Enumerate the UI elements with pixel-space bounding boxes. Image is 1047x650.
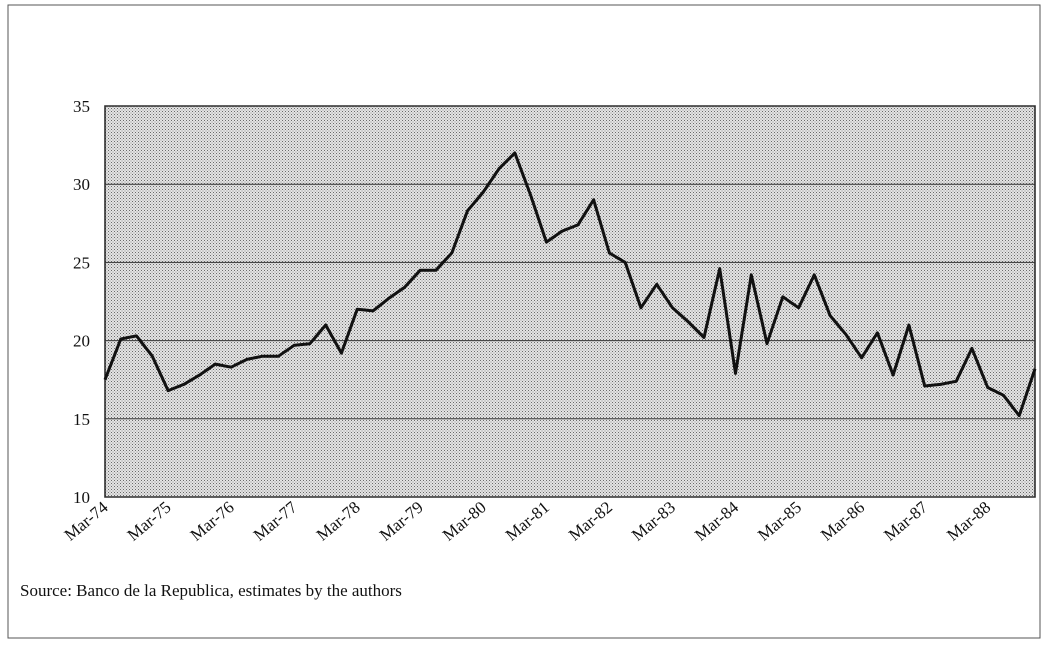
y-tick-label: 20 [73, 332, 90, 351]
x-tick-label: Mar-84 [691, 497, 742, 544]
x-tick-label: Mar-80 [439, 498, 490, 545]
x-tick-label: Mar-81 [502, 498, 553, 545]
y-tick-label: 10 [73, 488, 90, 507]
x-tick-label: Mar-77 [250, 497, 301, 544]
source-note: Source: Banco de la Republica, estimates… [20, 581, 402, 600]
data-line [103, 151, 1037, 418]
plot-area [104, 105, 1036, 498]
y-tick-label: 25 [73, 253, 90, 272]
x-tick-label: Mar-79 [376, 498, 427, 545]
x-tick-label: Mar-76 [187, 498, 238, 545]
x-tick-label: Mar-86 [817, 498, 868, 545]
y-tick-label: 30 [73, 175, 90, 194]
x-tick-label: Mar-78 [313, 498, 364, 545]
frame [7, 4, 1041, 639]
x-tick-label: Mar-82 [565, 498, 616, 545]
x-tick-label: Mar-75 [124, 498, 175, 545]
x-tick-label: Mar-83 [628, 498, 679, 545]
x-tick-label: Mar-88 [943, 498, 994, 545]
y-tick-label: 35 [73, 97, 90, 116]
x-tick-label: Mar-87 [880, 497, 931, 544]
y-tick-label: 15 [73, 410, 90, 429]
x-tick-label: Mar-85 [754, 498, 805, 545]
